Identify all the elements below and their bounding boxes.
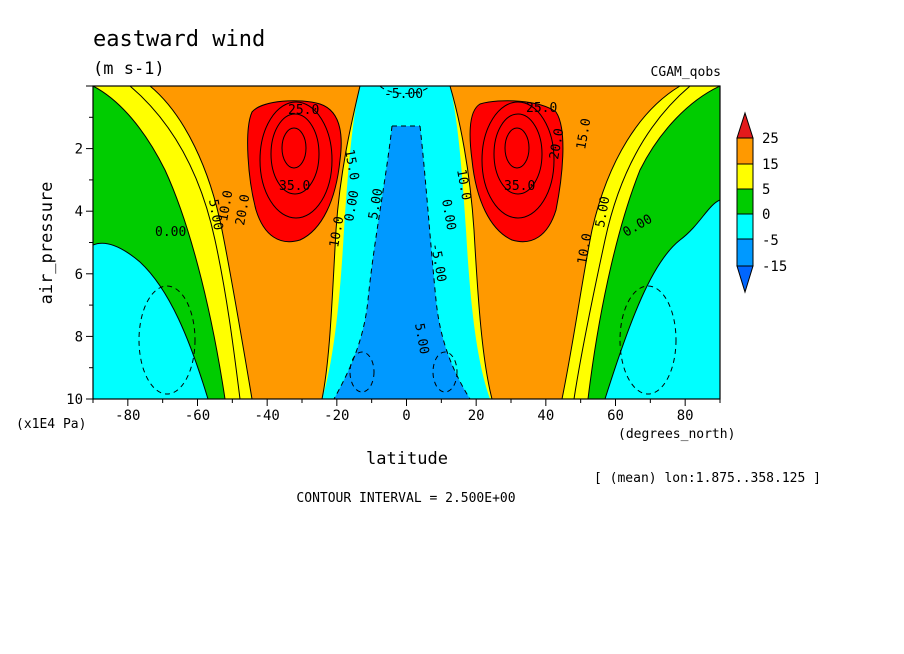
contour-interval: CONTOUR INTERVAL = 2.500E+00 — [296, 491, 515, 506]
contour-line — [469, 100, 564, 243]
contour-line — [561, 86, 681, 399]
contour-line — [419, 125, 471, 399]
x-tick-label: -40 — [255, 408, 280, 424]
contour-line — [129, 86, 241, 399]
contour-line — [504, 127, 530, 169]
x-axis: -80 -60 -40 -20 0 20 40 60 80 — [92, 399, 721, 424]
colorbar-swatch-cyan — [736, 213, 754, 240]
x-axis-label: latitude — [366, 449, 448, 469]
x-tick-label: 0 — [402, 408, 410, 424]
contour-line — [247, 100, 342, 243]
contour-label: 10.0 — [327, 215, 347, 248]
chart-units: (m s-1) — [93, 59, 165, 79]
contour-line — [270, 113, 320, 195]
contour-line — [93, 86, 226, 399]
y-axis: 2 4 6 8 10 — [66, 85, 93, 408]
x-tick-label: 60 — [607, 408, 624, 424]
colorbar-label: -15 — [762, 259, 787, 275]
contour-field: 35.0 35.0 25.0 25.0 20.0 20.0 15.0 15.0 … — [93, 86, 720, 399]
contour-line — [481, 101, 555, 219]
contour-label: 35.0 — [279, 179, 310, 194]
x-tick-label: 80 — [677, 408, 694, 424]
colorbar-label: -5 — [762, 233, 779, 249]
x-tick-label: 20 — [468, 408, 485, 424]
colorbar-swatch-blue — [736, 238, 754, 267]
y-tick-label: 8 — [75, 329, 83, 345]
contour-label: 25.0 — [288, 103, 319, 118]
colorbar-swatch-orange — [736, 137, 754, 165]
colorbar-swatch-green — [736, 188, 754, 215]
mean-note: [ (mean) lon:1.875..358.125 ] — [594, 471, 821, 486]
contour-label: 0.00 — [155, 225, 186, 240]
contour-label: 25.0 — [526, 101, 557, 116]
colorbar: 25 15 5 0 -5 -15 — [736, 111, 787, 294]
colorbar-label: 0 — [762, 207, 770, 223]
colorbar-swatch-yellow — [736, 163, 754, 190]
y-tick-label: 2 — [75, 142, 83, 158]
contour-label: 35.0 — [504, 179, 535, 194]
contour-label: 0.00 — [342, 189, 362, 222]
contour-label: 10.0 — [453, 168, 473, 201]
contour-label: 0.00 — [438, 198, 458, 231]
contour-line — [349, 351, 375, 393]
contour-label: 5.00 — [411, 322, 431, 355]
contour-line — [333, 125, 393, 399]
y-tick-label: 4 — [75, 204, 83, 220]
y-tick-label: 10 — [66, 392, 83, 408]
x-tick-label: -20 — [324, 408, 349, 424]
dataset-label: CGAM_qobs — [651, 65, 721, 80]
contour-line — [619, 285, 677, 395]
contour-line — [449, 86, 493, 399]
contour-label: 5.00 — [366, 187, 386, 220]
y-axis-label: air_pressure — [37, 182, 57, 305]
contour-line — [493, 113, 543, 195]
colorbar-bottom-arrow — [736, 265, 754, 294]
contour-line — [573, 86, 691, 399]
band-below-neg5 — [334, 126, 470, 399]
contour-line — [432, 351, 458, 393]
colorbar-label: 5 — [762, 182, 770, 198]
contour-line — [259, 101, 333, 219]
contour-line — [321, 86, 361, 399]
contour-line — [138, 285, 196, 395]
x-tick-label: -80 — [115, 408, 140, 424]
contour-line — [93, 242, 209, 399]
x-tick-label: -60 — [185, 408, 210, 424]
contour-label: 5.00 — [205, 198, 225, 231]
colorbar-label: 25 — [762, 131, 779, 147]
contour-label: 10.0 — [575, 232, 595, 265]
contour-label: 15.0 — [341, 148, 361, 181]
contour-label: -5.00 — [384, 87, 423, 102]
y-axis-units: (x1E4 Pa) — [16, 417, 86, 432]
contour-label: 20.0 — [547, 127, 567, 160]
contour-line — [587, 86, 720, 399]
contour-label: -5.00 — [427, 242, 449, 283]
chart-title: eastward wind — [93, 27, 265, 52]
contour-line — [149, 86, 253, 399]
contour-label: 20.0 — [233, 193, 253, 226]
contour-line — [379, 86, 431, 94]
x-axis-units: (degrees_north) — [618, 427, 735, 442]
x-tick-label: 40 — [537, 408, 554, 424]
y-tick-label: 6 — [75, 267, 83, 283]
contour-line — [281, 127, 307, 169]
contour-line — [604, 199, 720, 399]
contour-label: 10.0 — [216, 189, 236, 222]
colorbar-label: 15 — [762, 157, 779, 173]
contour-label: 5.00 — [593, 195, 613, 228]
negative-contour-lines — [138, 86, 677, 399]
colorbar-top-arrow — [736, 111, 754, 139]
contour-lines — [93, 86, 720, 399]
contour-label: 15.0 — [574, 117, 594, 150]
